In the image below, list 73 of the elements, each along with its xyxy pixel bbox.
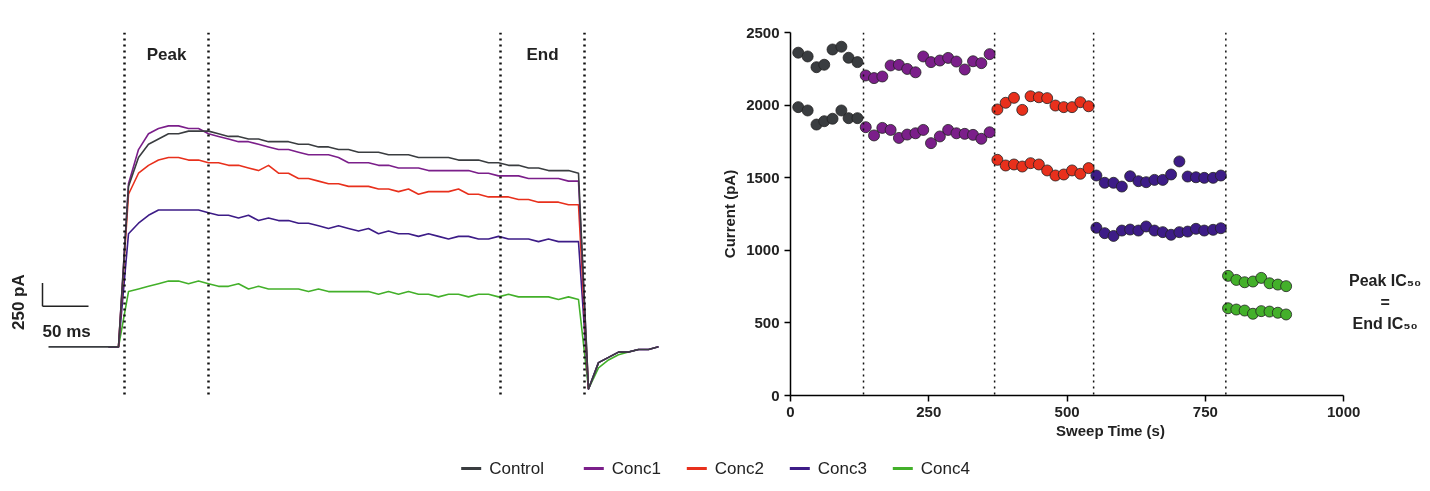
point xyxy=(842,51,855,64)
point xyxy=(909,66,922,79)
legend-label: Conc3 xyxy=(817,459,867,478)
point xyxy=(835,104,848,117)
point xyxy=(1041,92,1054,105)
text: End xyxy=(526,45,559,65)
point xyxy=(1082,162,1095,175)
point xyxy=(950,55,963,68)
text: 250 pA xyxy=(9,274,28,330)
x-tick-label: 1000 xyxy=(1326,402,1361,420)
point xyxy=(917,124,930,136)
point xyxy=(851,56,864,69)
point xyxy=(1016,104,1029,116)
point xyxy=(884,124,897,136)
legend-label: Conc4 xyxy=(920,459,970,478)
point xyxy=(1090,169,1103,182)
point xyxy=(893,58,905,71)
legend-label: Conc2 xyxy=(714,459,764,478)
point xyxy=(1280,308,1293,321)
y-tick-label: 500 xyxy=(754,313,780,331)
point xyxy=(958,63,971,76)
y-axis-title: Current (pA) xyxy=(721,169,739,259)
legend-label: Control xyxy=(489,459,545,478)
text: Peak IC₅₀ xyxy=(1348,272,1422,290)
point xyxy=(933,130,946,143)
point xyxy=(1165,168,1177,181)
point xyxy=(851,112,864,125)
y-tick-label: 2500 xyxy=(746,23,780,41)
point xyxy=(991,153,1004,166)
point xyxy=(1280,280,1293,293)
x-tick-label: 750 xyxy=(1192,402,1218,420)
point xyxy=(876,70,889,83)
point xyxy=(1074,167,1087,180)
point xyxy=(1115,180,1128,193)
x-tick-label: 0 xyxy=(786,402,795,420)
text: End IC₅₀ xyxy=(1352,315,1418,333)
point xyxy=(1173,155,1186,168)
point xyxy=(868,129,880,142)
y-tick-label: 2000 xyxy=(746,96,780,114)
y-tick-label: 1500 xyxy=(746,168,780,186)
point xyxy=(801,104,814,117)
point xyxy=(975,57,988,70)
point xyxy=(1255,272,1268,284)
x-axis-title: Sweep Time (s) xyxy=(1056,421,1165,439)
point xyxy=(1032,158,1045,171)
point xyxy=(1107,230,1120,242)
point xyxy=(818,58,831,71)
point xyxy=(835,40,848,53)
point xyxy=(792,101,805,114)
legend-label: Conc1 xyxy=(611,459,661,478)
text: Peak xyxy=(146,45,187,65)
annotation: 50 ms xyxy=(42,321,91,341)
point xyxy=(1090,221,1103,234)
point xyxy=(826,112,839,125)
point xyxy=(859,121,872,134)
x-tick-label: 250 xyxy=(916,402,942,420)
point xyxy=(999,96,1012,109)
y-tick-label: 1000 xyxy=(746,241,780,259)
point xyxy=(1156,173,1169,186)
point xyxy=(792,46,805,59)
point xyxy=(975,132,988,145)
point xyxy=(1214,169,1227,182)
point xyxy=(983,48,996,61)
point xyxy=(1008,91,1020,104)
point xyxy=(925,137,937,150)
point xyxy=(983,126,996,139)
point xyxy=(1214,222,1227,235)
x-tick-label: 500 xyxy=(1054,402,1080,420)
point xyxy=(991,103,1004,116)
text: = xyxy=(1380,293,1390,311)
point xyxy=(1082,100,1095,113)
y-tick-label: 0 xyxy=(771,386,780,404)
point xyxy=(801,50,814,63)
